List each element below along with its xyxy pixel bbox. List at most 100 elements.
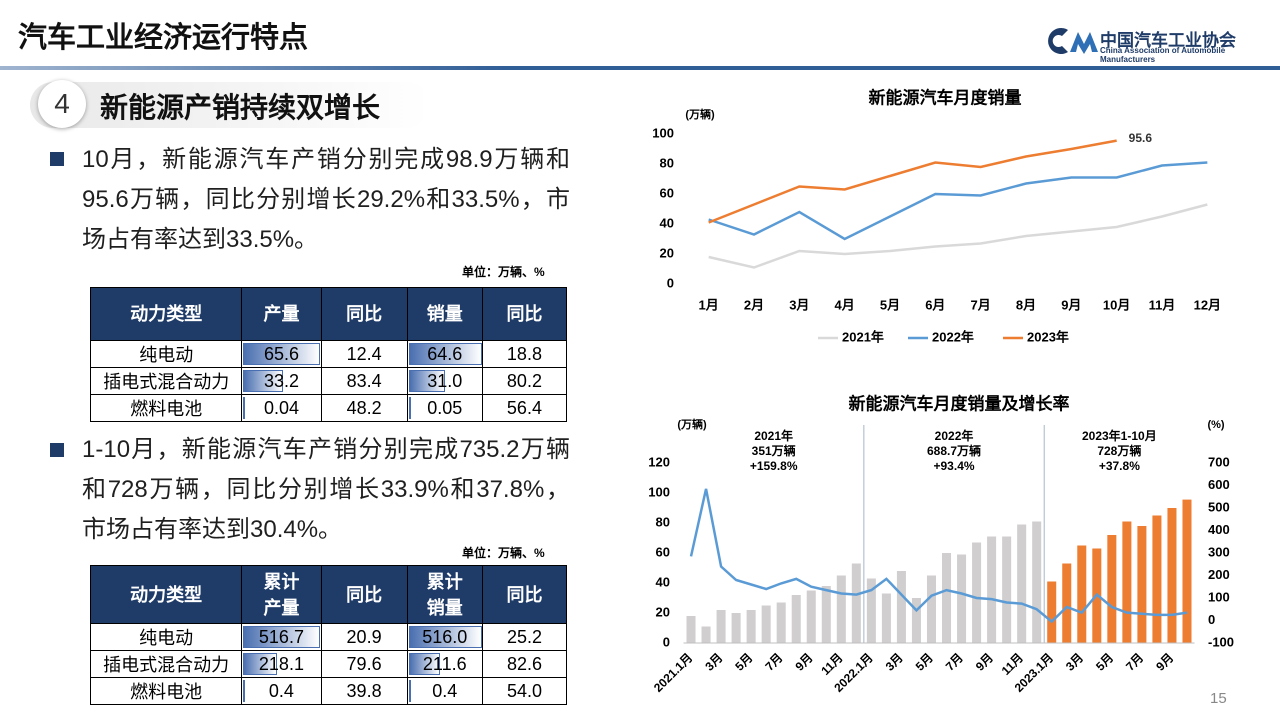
row: 插电式混合动力 33.2 83.4 31.0 80.2 [89, 367, 568, 395]
x-tick-label: 7月 [762, 650, 785, 673]
x-tick-label: 3月 [883, 650, 906, 673]
cell-text: 33.2 [264, 370, 300, 391]
data-bar [408, 343, 482, 365]
cell: 0.04 [241, 394, 322, 422]
cell: 516.0 [406, 623, 483, 651]
cell: 54.0 [481, 677, 568, 705]
data-bar [408, 680, 411, 702]
bar [791, 595, 801, 643]
cell-text: 80.2 [506, 370, 542, 391]
cell-text: 18.8 [506, 343, 542, 364]
bar [821, 586, 831, 643]
cell: 82.6 [481, 650, 568, 678]
logo-cn: 中国汽车工业协会 [1100, 31, 1236, 50]
data-bar [243, 680, 246, 702]
bar [1137, 526, 1147, 643]
bar [776, 602, 786, 643]
annotation: +37.8% [1099, 459, 1140, 473]
bar [836, 575, 846, 643]
bullet-text: 1-10月，新能源汽车产销分别完成735.2万辆和728万辆，同比分别增长33.… [82, 436, 570, 543]
slide-title: 汽车工业经济运行特点 [18, 22, 309, 54]
x-tick-label: 5月 [913, 650, 936, 673]
cell-text: 0.04 [264, 397, 300, 418]
cell: 65.6 [241, 340, 322, 368]
cell-text: 64.6 [427, 343, 463, 364]
y2-tick-label: 300 [1208, 544, 1230, 559]
y-tick-label: 20 [660, 245, 674, 260]
bar [686, 616, 696, 643]
bar [701, 626, 711, 643]
cell: 39.8 [320, 677, 408, 705]
table: 动力类型 累计 产量 同比 累计 销量 同比 纯电动 516.7 20.9 516.0 25.2 插… [89, 565, 568, 705]
header-cell: 动力类型 [89, 287, 243, 341]
header-cell: 同比 [481, 565, 568, 624]
cell-text: 0.4 [432, 680, 458, 701]
x-tick-label: 9月 [793, 650, 816, 673]
logo-en: China Association of Automobile Manufact… [1100, 46, 1226, 64]
bar [911, 598, 921, 643]
line [708, 139, 1117, 224]
bar [1002, 536, 1012, 643]
bullet-marker [50, 443, 64, 457]
data-bar [408, 626, 482, 648]
bar [716, 610, 726, 643]
bar [896, 571, 906, 643]
legend-label: 2021年 [842, 329, 884, 344]
x-tick-label: 7月 [971, 297, 991, 312]
y-tick-label: 120 [648, 454, 670, 469]
cell: 燃料电池 [89, 677, 243, 705]
bar [746, 610, 756, 643]
x-tick-label: 7月 [943, 650, 966, 673]
bar [1122, 521, 1132, 643]
cell: 79.6 [320, 650, 408, 678]
cell: 燃料电池 [89, 394, 243, 422]
header-cell: 动力类型 [89, 565, 243, 624]
y-tick-label: 100 [648, 484, 670, 499]
bar [866, 578, 876, 643]
x-tick-label: 10月 [1103, 297, 1130, 312]
line [689, 488, 1188, 624]
y-tick-label: 100 [652, 125, 674, 140]
cell-text: 插电式混合动力 [103, 655, 230, 675]
y2-tick-label: -100 [1208, 634, 1234, 649]
y2-tick-label: 200 [1208, 567, 1230, 582]
data-bar [243, 370, 284, 392]
annotation: 2023年1-10月 [1082, 428, 1157, 443]
header-cell: 累计 产量 [241, 565, 322, 624]
row: 纯电动 65.6 12.4 64.6 18.8 [89, 340, 568, 368]
table-unit: 单位：万辆、% [462, 546, 545, 560]
bar [881, 593, 891, 643]
chart-title: 新能源汽车月度销量 [869, 87, 1022, 107]
bar [1182, 499, 1192, 643]
bar [987, 536, 997, 643]
x-tick-label: 5月 [880, 297, 900, 312]
x-tick-label: 9月 [973, 650, 996, 673]
data-bar [243, 343, 321, 365]
cell-text: 39.8 [346, 680, 382, 701]
x-tick-label: 9月 [1153, 650, 1176, 673]
bar [972, 542, 982, 643]
bar [851, 563, 861, 643]
y-tick-label: 20 [656, 604, 670, 619]
x-tick-label: 5月 [732, 650, 755, 673]
row: 纯电动 516.7 20.9 516.0 25.2 [89, 623, 568, 651]
data-bar [408, 397, 411, 419]
bar [1062, 563, 1072, 643]
x-tick-label: 1月 [699, 297, 719, 312]
section-band [30, 82, 430, 128]
section-title: 新能源产销持续双增长 [100, 92, 381, 123]
cell-text: 218.1 [258, 653, 304, 674]
bar [926, 575, 936, 643]
data-bar [408, 370, 445, 392]
x-tick-label: 3月 [789, 297, 809, 312]
cell-text: 12.4 [346, 343, 382, 364]
x-tick-label: 8月 [1016, 297, 1036, 312]
cell-text: 54.0 [506, 680, 542, 701]
cell-text: 20.9 [346, 626, 382, 647]
cell: 33.2 [241, 367, 322, 395]
cell-text: 516.7 [258, 626, 304, 647]
bar [731, 613, 741, 643]
cell-text: 插电式混合动力 [103, 372, 230, 392]
